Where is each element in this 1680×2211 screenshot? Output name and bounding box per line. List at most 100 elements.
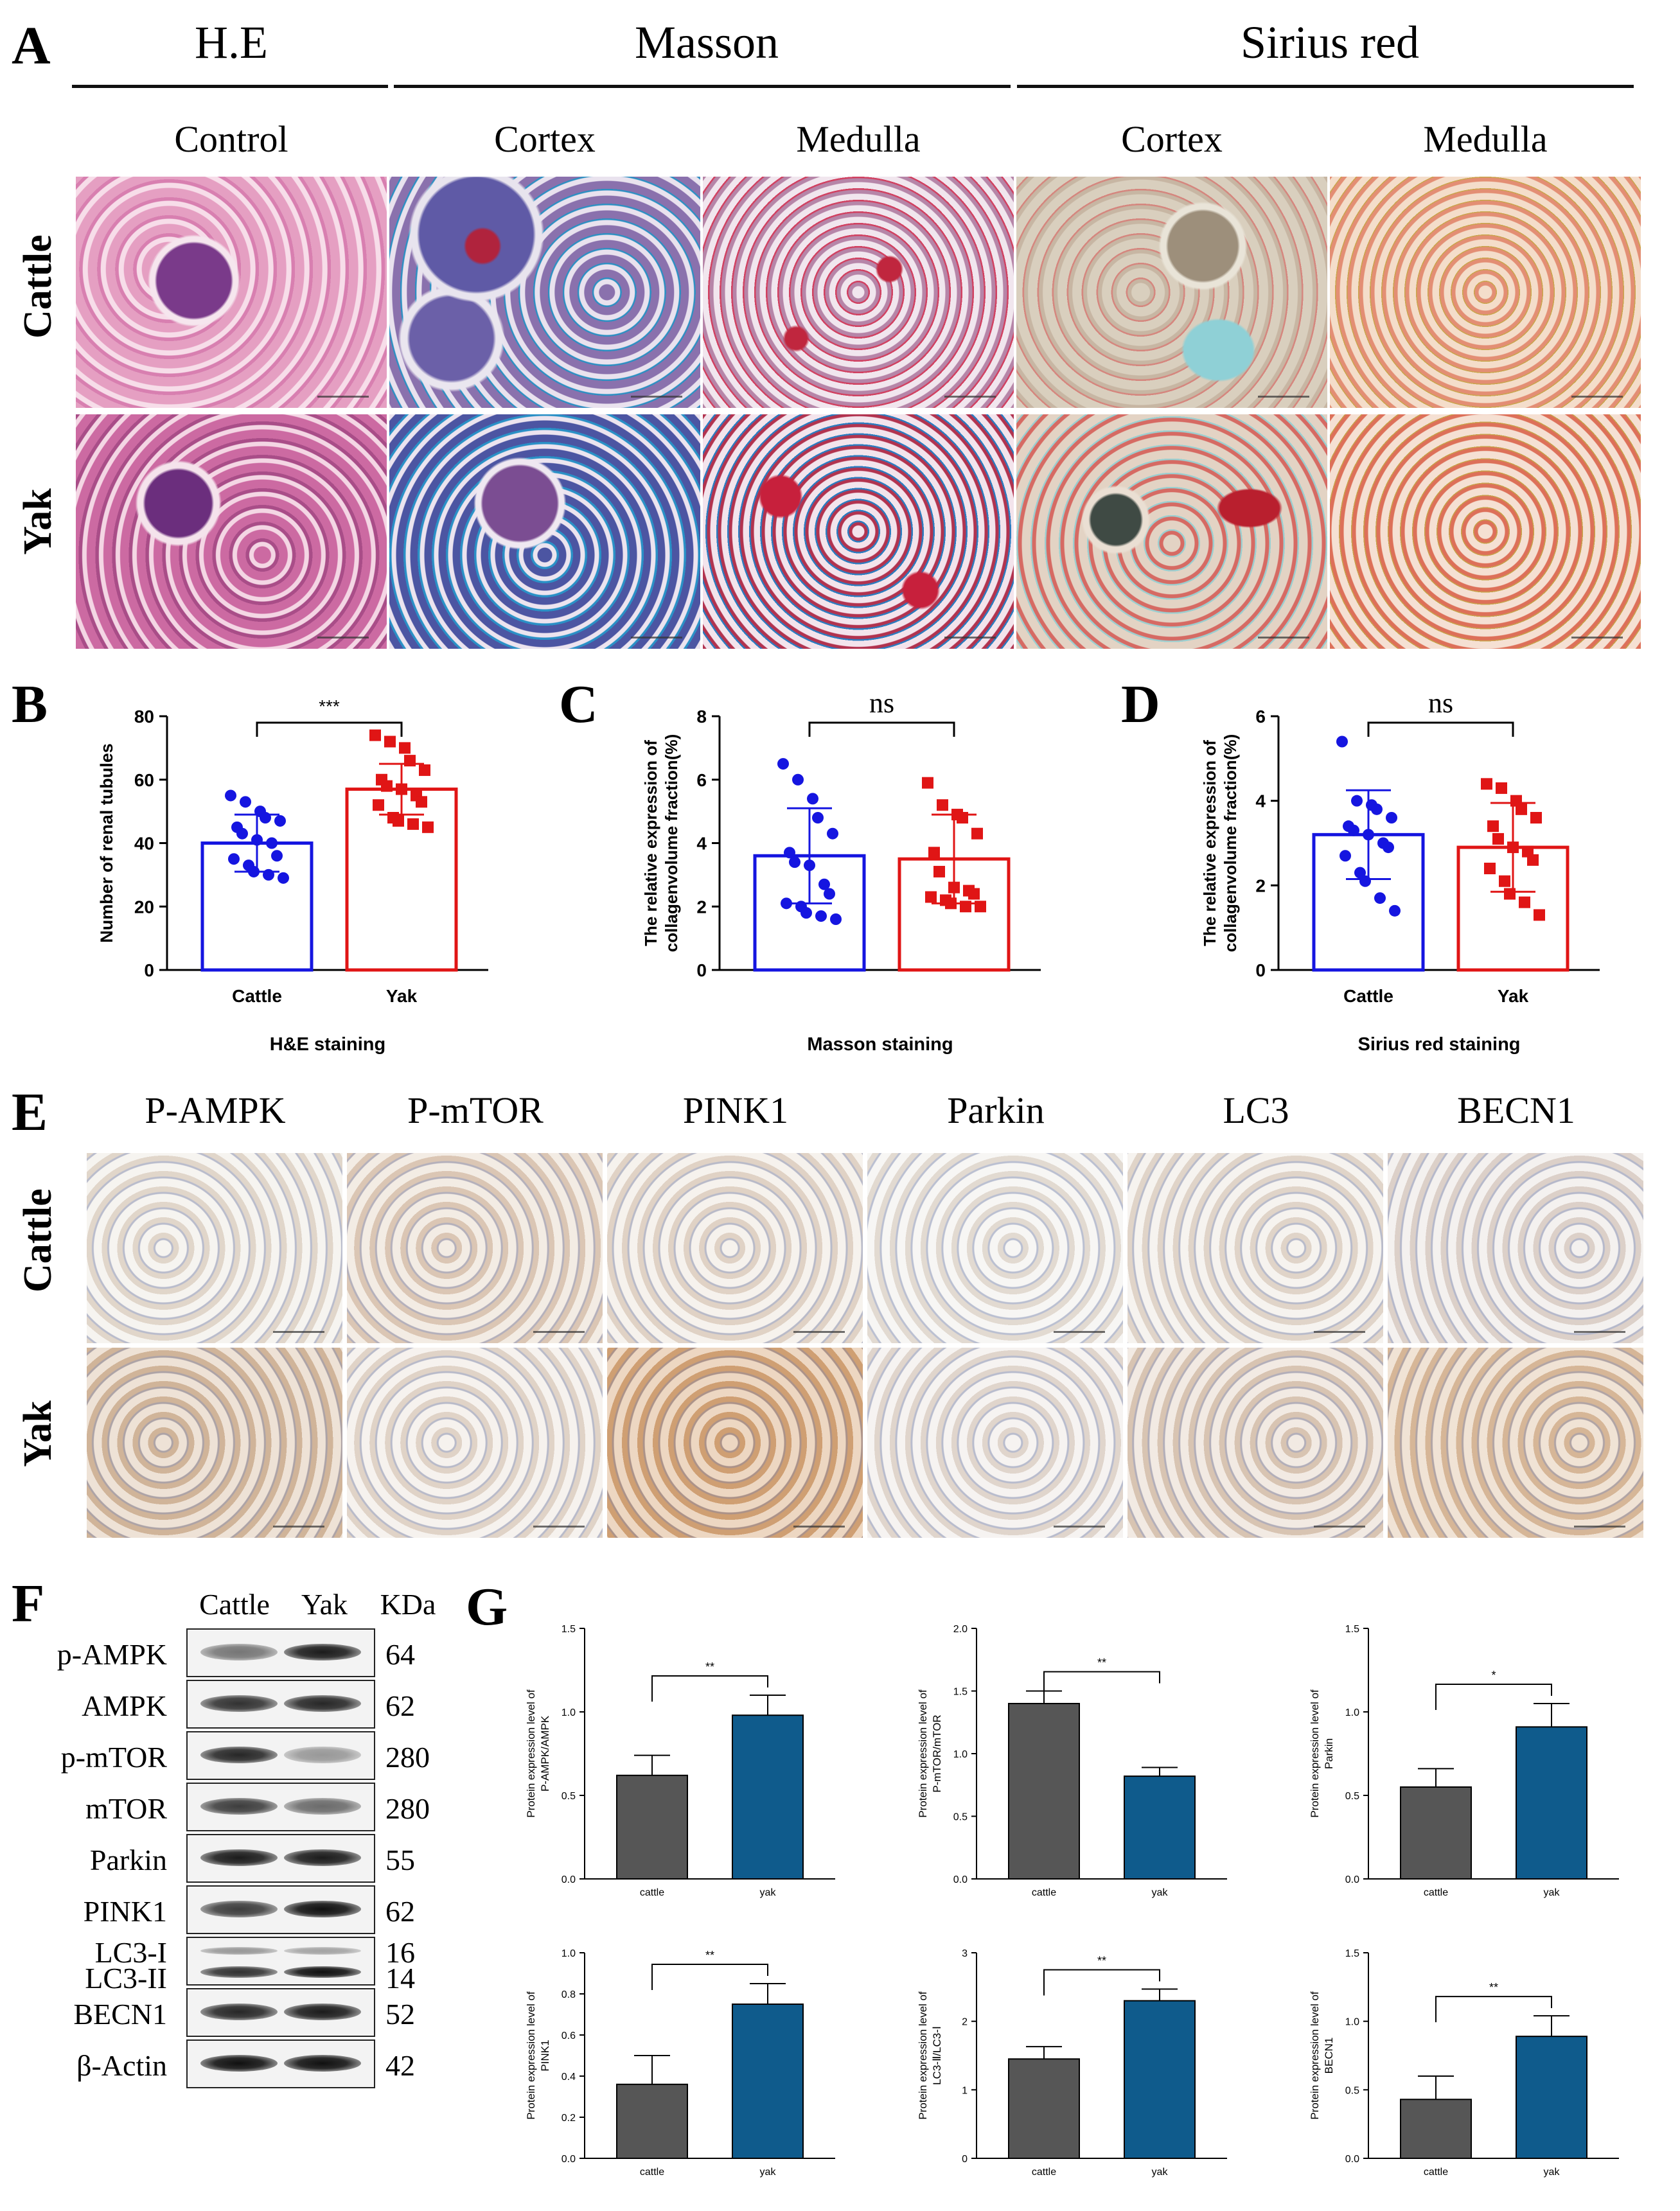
data-point (422, 821, 434, 833)
blot-label: p-AMPK (57, 1638, 167, 1671)
data-point (827, 827, 838, 840)
y-tick-label: 0 (696, 960, 707, 980)
y-tick-label: 2 (962, 2017, 968, 2028)
significance-bracket (651, 1964, 768, 1990)
y-tick-label: 1.5 (1345, 1948, 1359, 1959)
bar-cattle (1400, 1786, 1472, 1880)
x-tick-label: yak (760, 1887, 777, 1898)
x-tick-label: cattle (640, 2167, 664, 2178)
header-masson: Masson (634, 17, 779, 68)
x-axis-title: Sirius red staining (1358, 1034, 1521, 1055)
scale-bar (1314, 1331, 1365, 1333)
significance-bracket (651, 1675, 768, 1702)
data-point (399, 742, 411, 754)
y-tick-label: 0.0 (561, 1874, 576, 1885)
bar-cattle (1400, 2099, 1472, 2159)
row-label-cattle-e: Cattle (16, 1188, 60, 1292)
ihc-becn1-yak (1388, 1348, 1643, 1538)
panel-label-c: C (559, 674, 598, 734)
blot-label: AMPK (82, 1689, 167, 1722)
blot-kda: 62 (385, 1689, 415, 1722)
y-axis-title: Protein expression level of (1309, 1689, 1321, 1818)
y-tick-label: 0 (1255, 960, 1266, 980)
y-tick-label: 8 (696, 707, 707, 727)
panel-label-g: G (466, 1577, 508, 1637)
chart-g3-svg: 0.0 0.5 1.0 1.5 cattle yak * Protein expression… (1309, 1624, 1619, 1898)
significance-label: ** (1097, 1657, 1106, 1669)
data-point (971, 827, 983, 840)
x-axis-title: Masson staining (807, 1034, 953, 1055)
data-point (1481, 778, 1492, 790)
data-point (1504, 888, 1516, 900)
blot-kda: 52 (385, 1998, 415, 2030)
col-label-sirius-cortex: Cortex (1121, 118, 1223, 160)
chart-g2-svg: 0.0 0.5 1.0 1.5 2.0 cattle yak ** Protein expres… (917, 1624, 1227, 1898)
y-tick-label: 1.0 (561, 1948, 576, 1959)
e-col-p-mtor: P-mTOR (407, 1089, 544, 1131)
ihc-p-ampk-yak (87, 1348, 342, 1538)
scale-bar (1314, 1526, 1365, 1528)
bar-cattle (616, 2083, 688, 2159)
blot-band (200, 1849, 278, 1866)
blot-kda: 62 (385, 1895, 415, 1928)
y-tick-label: 40 (134, 834, 154, 854)
data-point (407, 818, 419, 830)
x-tick-label: cattle (1032, 2167, 1056, 2178)
x-tick-label: Yak (386, 986, 418, 1006)
micrograph-sirius-medulla-yak (1330, 414, 1641, 649)
data-point (396, 783, 407, 795)
row-label-yak-a: Yak (16, 488, 60, 555)
rule-masson (394, 85, 1011, 88)
chart-g2: 0.0 0.5 1.0 1.5 2.0 cattle yak ** Protein expres… (893, 1616, 1253, 1917)
panel-label-a: A (12, 16, 51, 76)
data-point (1527, 854, 1539, 866)
y-tick-label: 3 (962, 1948, 968, 1959)
scale-bar (273, 1331, 324, 1333)
ihc-lc3-cattle (1127, 1153, 1383, 1343)
y-tick-label: 6 (1255, 707, 1266, 727)
data-point (1374, 892, 1386, 904)
blot-band (284, 1966, 361, 1978)
y-axis-title: Number of renal tubules (97, 743, 116, 943)
ihc-p-mtor-yak (347, 1348, 603, 1538)
y-tick-label: 1 (962, 2085, 968, 2096)
blot-strip (186, 1937, 375, 1986)
data-point (804, 859, 815, 872)
data-point (1499, 875, 1510, 887)
y-axis-title: Protein expression level of (1309, 1991, 1321, 2120)
blot-strip (186, 1731, 375, 1780)
y-tick-label: 2 (696, 897, 707, 917)
ihc-p-mtor-cattle (347, 1153, 603, 1343)
header-sirius-red: Sirius red (1241, 17, 1419, 68)
y-tick-label: 0.0 (953, 1874, 968, 1885)
significance-bracket (256, 721, 403, 737)
data-point (278, 872, 289, 884)
data-point (1363, 829, 1374, 841)
bar-yak (732, 2004, 804, 2159)
data-point (781, 897, 792, 910)
x-tick-label: yak (1152, 2167, 1169, 2178)
y-axis-title: LC3-Ⅱ/LC3-Ⅰ (931, 2026, 943, 2085)
blot-label: PINK1 (83, 1895, 167, 1928)
chart-g4-svg: 0.0 0.2 0.4 0.6 0.8 1.0 cattle yak ** Protein exp… (525, 1948, 835, 2178)
chart-d-svg: 0 2 4 6 Cattle Yak ns The relative expression o… (1200, 687, 1600, 1055)
y-tick-label: 0.5 (953, 1812, 968, 1823)
ihc-parkin-cattle (867, 1153, 1123, 1343)
data-point (777, 758, 789, 770)
blot-header-yak: Yak (301, 1588, 348, 1621)
data-point (419, 764, 430, 776)
ihc-lc3-yak (1127, 1348, 1383, 1538)
blot-band (200, 2055, 278, 2072)
data-point (1492, 832, 1504, 845)
y-tick-label: 1.5 (561, 1624, 576, 1635)
data-point (1386, 812, 1397, 824)
y-tick-label: 0.2 (561, 2113, 576, 2124)
data-point (792, 773, 804, 786)
panel-label-d: D (1121, 674, 1160, 734)
header-he: H.E (195, 17, 268, 68)
data-point (263, 868, 274, 881)
rule-sirius (1017, 85, 1634, 88)
significance-label: ** (1097, 1955, 1106, 1968)
x-tick-label: yak (1544, 2167, 1561, 2178)
e-col-p-ampk: P-AMPK (145, 1089, 286, 1131)
